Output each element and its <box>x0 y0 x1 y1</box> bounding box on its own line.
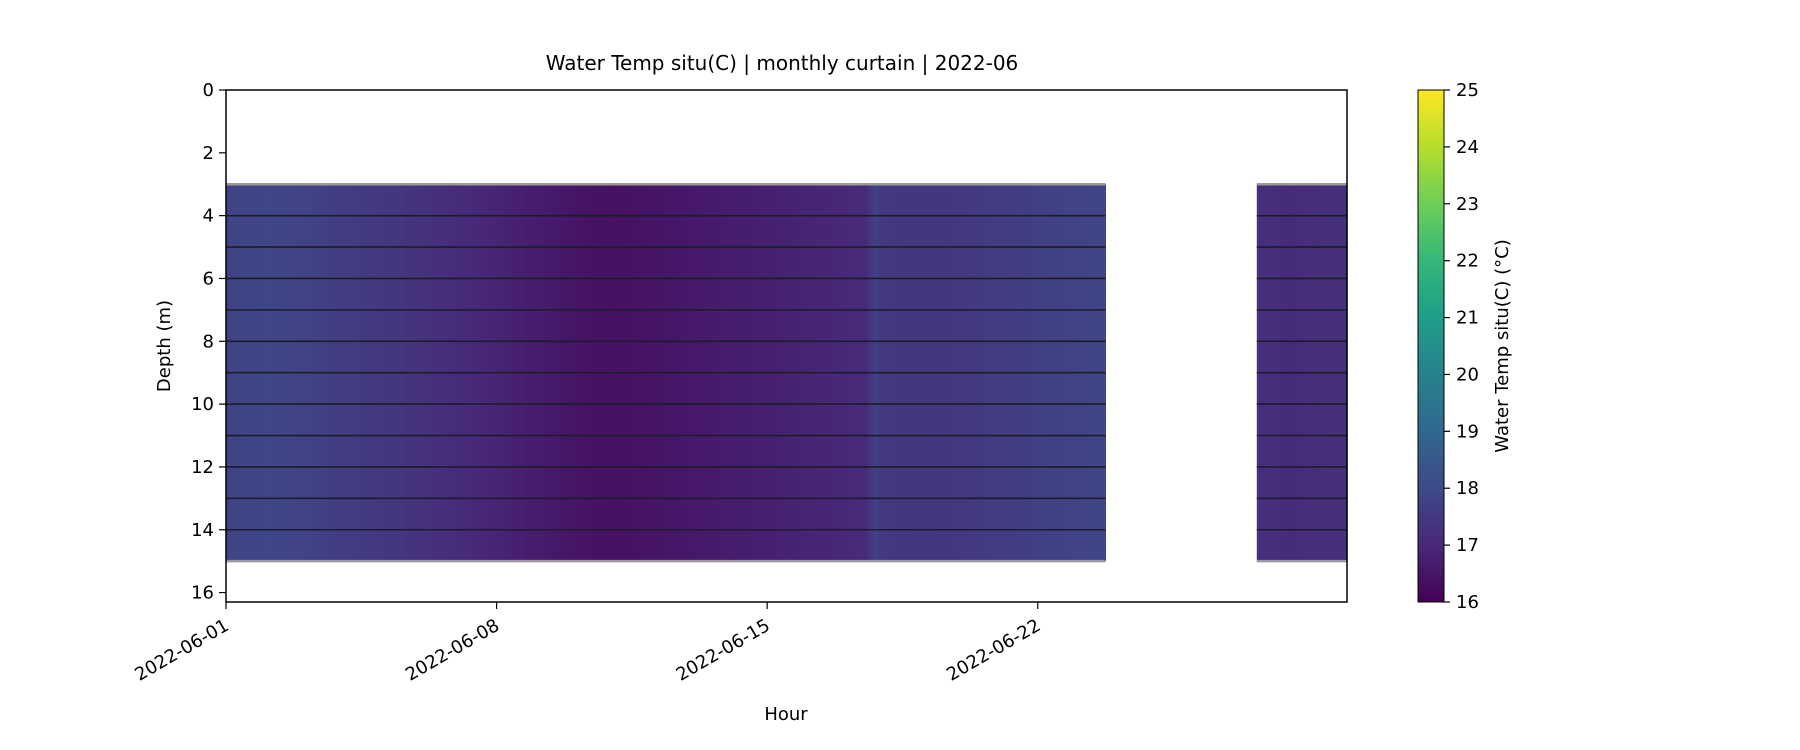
y-tick-label: 0 <box>203 80 214 101</box>
sensor-lines <box>226 182 1347 563</box>
colorbar-gradient <box>1417 89 1445 603</box>
x-axis-label: Hour <box>764 704 808 725</box>
colorbar-tick-label: 18 <box>1456 478 1479 499</box>
colorbar-tick-label: 22 <box>1456 251 1479 272</box>
colorbar: 16 17 18 19 20 21 22 23 24 25 <box>1417 80 1479 613</box>
y-axis-label: Depth (m) <box>154 300 175 392</box>
colorbar-tick-label: 21 <box>1456 308 1479 329</box>
chart-title: Water Temp situ(C) | monthly curtain | 2… <box>546 51 1019 75</box>
colorbar-tick-label: 20 <box>1456 364 1479 385</box>
colorbar-tick-label: 23 <box>1456 194 1479 215</box>
colorbar-tick-label: 25 <box>1456 80 1479 101</box>
y-tick-label: 14 <box>191 520 214 541</box>
y-tick-label: 12 <box>191 457 214 478</box>
y-axis: 0 2 4 6 8 10 12 14 16 <box>191 80 226 604</box>
colorbar-tick-label: 16 <box>1456 592 1479 613</box>
colorbar-tick-label: 24 <box>1456 137 1479 158</box>
x-tick-label: 2022-06-01 <box>131 615 232 685</box>
colorbar-tick-label: 19 <box>1456 421 1479 442</box>
y-tick-label: 6 <box>203 268 214 289</box>
y-tick-label: 4 <box>203 206 214 227</box>
x-axis: 2022-06-01 2022-06-08 2022-06-15 2022-06-22 <box>131 602 1044 686</box>
x-tick-label: 2022-06-22 <box>943 615 1044 685</box>
y-tick-label: 8 <box>203 331 214 352</box>
colorbar-label: Water Temp situ(C) (°C) <box>1492 239 1513 452</box>
y-tick-label: 16 <box>191 583 214 604</box>
x-tick-label: 2022-06-15 <box>673 615 774 685</box>
colorbar-tick-label: 17 <box>1456 535 1479 556</box>
plot-area <box>225 89 1348 603</box>
y-tick-label: 2 <box>203 143 214 164</box>
x-tick-label: 2022-06-08 <box>402 615 503 685</box>
y-tick-label: 10 <box>191 394 214 415</box>
plot-frame <box>225 89 1348 603</box>
